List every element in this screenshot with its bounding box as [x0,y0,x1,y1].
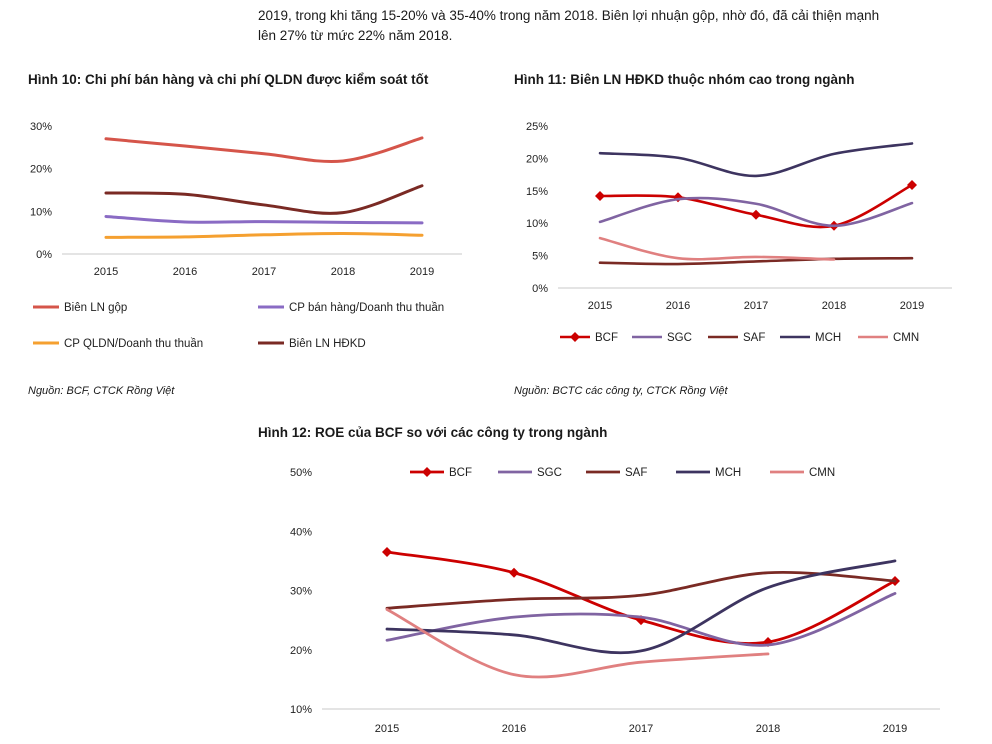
x-tick-label: 2016 [666,300,690,312]
chart-11-source: Nguồn: BCTC các công ty, CTCK Rồng Việt [514,385,728,397]
y-tick-label: 20% [30,164,52,176]
intro-line-1: 2019, trong khi tăng 15-20% và 35-40% tr… [258,8,880,23]
series-line [385,608,770,679]
legend-label: MCH [715,467,741,479]
x-tick-label: 2015 [588,300,612,312]
data-point-marker [509,567,519,578]
legend-label: SAF [743,332,765,344]
x-tick-label: 2018 [331,266,355,278]
y-tick-label: 10% [30,206,52,218]
y-tick-label: 20% [290,645,312,657]
chart-10-title: Hình 10: Chi phí bán hàng và chi phí QLD… [28,72,429,87]
series-line [598,142,914,178]
series-line [104,232,424,239]
y-tick-label: 0% [36,249,52,261]
legend-label: Biên LN HĐKD [289,338,366,350]
x-tick-label: 2018 [756,723,780,735]
chart-11-svg: 0% 5% 10% 15% 20% 25% 2015 2016 2017 2018 2019 BCF S… [526,121,952,344]
legend-label: CP bán hàng/Doanh thu thuần [289,302,444,314]
legend-label: CMN [809,467,835,479]
legend-label: SAF [625,467,647,479]
legend-label: BCF [449,467,472,479]
x-tick-label: 2018 [822,300,846,312]
y-tick-label: 10% [290,704,312,716]
chart-10-source: Nguồn: BCF, CTCK Rồng Việt [28,385,175,397]
legend-label: CMN [893,332,919,344]
series-line [385,559,897,655]
x-tick-label: 2015 [375,723,399,735]
series-line [385,592,897,647]
y-tick-label: 50% [290,467,312,479]
y-tick-label: 25% [526,121,548,133]
y-tick-label: 0% [532,283,548,295]
y-tick-label: 30% [290,586,312,598]
data-point-marker [595,190,605,201]
x-tick-label: 2019 [883,723,907,735]
series-line [598,236,836,261]
chart-12-title: Hình 12: ROE của BCF so với các công ty … [258,425,608,440]
legend-label: SGC [667,332,692,344]
y-tick-label: 10% [526,218,548,230]
x-tick-label: 2015 [94,266,118,278]
series-line [598,196,914,228]
series-line [104,214,424,225]
legend-label: MCH [815,332,841,344]
y-tick-label: 20% [526,153,548,165]
legend-label: SGC [537,467,562,479]
intro-paragraph: 2019, trong khi tăng 15-20% và 35-40% tr… [258,6,978,46]
legend-marker [570,332,580,342]
legend-label: Biên LN gộp [64,302,127,314]
y-tick-label: 30% [30,121,52,133]
intro-line-2: lên 27% từ mức 22% năm 2018. [258,28,453,43]
x-tick-label: 2016 [173,266,197,278]
chart-10-svg: 0% 10% 20% 30% 2015 2016 2017 2018 2019 Biên LN g… [30,121,462,350]
chart-12-svg: 10% 20% 30% 40% 50% 2015 2016 2017 2018 2019 BCF SG… [290,467,940,735]
x-tick-label: 2017 [252,266,276,278]
data-point-marker [751,209,761,220]
legend-label: CP QLDN/Doanh thu thuần [64,338,203,350]
y-tick-label: 40% [290,526,312,538]
data-point-marker [382,546,392,557]
x-tick-label: 2019 [900,300,924,312]
legend-label: BCF [595,332,618,344]
data-point-marker [907,179,917,190]
y-tick-label: 5% [532,251,548,263]
y-tick-label: 15% [526,186,548,198]
legend-marker [422,467,432,477]
series-line [598,256,914,266]
series-line [104,184,424,215]
x-tick-label: 2019 [410,266,434,278]
x-tick-label: 2017 [629,723,653,735]
series-line [104,136,424,164]
series-line [385,570,897,610]
x-tick-label: 2016 [502,723,526,735]
chart-11-title: Hình 11: Biên LN HĐKD thuộc nhóm cao tro… [514,72,855,87]
x-tick-label: 2017 [744,300,768,312]
